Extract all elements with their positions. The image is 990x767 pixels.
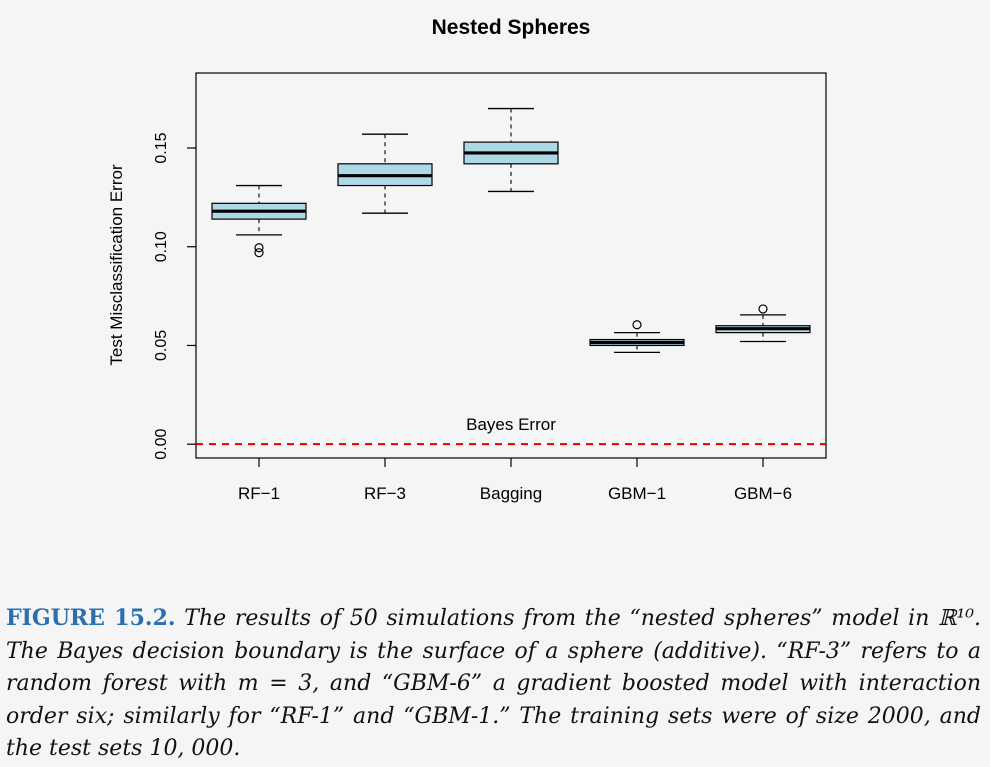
x-tick-label: RF−1 <box>238 484 280 503</box>
outlier-point <box>254 248 264 258</box>
y-tick-label: 0.10 <box>153 231 170 262</box>
y-axis-label: Test Misclassification Error <box>107 164 126 366</box>
figure-caption: FIGURE 15.2. The results of 50 simulatio… <box>6 602 981 766</box>
figure: Nested Spheres Test Misclassification Er… <box>107 16 827 503</box>
plot-frame <box>195 72 827 459</box>
x-tick-label: RF−3 <box>364 484 406 503</box>
figure-label: FIGURE 15.2. <box>6 605 176 631</box>
outlier-point <box>758 304 768 314</box>
box-RF−3 <box>337 133 433 214</box>
box-RF−1 <box>211 184 307 258</box>
box-GBM−1 <box>589 320 685 354</box>
chart-title: Nested Spheres <box>432 16 591 39</box>
box-GBM−6 <box>715 304 811 343</box>
outlier-point <box>254 243 264 253</box>
outlier-point <box>632 320 642 330</box>
y-tick-label: 0.15 <box>153 132 170 163</box>
x-tick-label: GBM−1 <box>608 484 666 503</box>
y-tick-label: 0.05 <box>153 330 170 361</box>
boxplot-chart: Nested Spheres Test Misclassification Er… <box>107 16 827 503</box>
x-tick-label: GBM−6 <box>734 484 792 503</box>
y-tick-label: 0.00 <box>153 429 170 460</box>
x-tick-label: Bagging <box>480 484 542 503</box>
caption-text: The results of 50 simulations from the “… <box>6 606 982 761</box>
bayes-error-label: Bayes Error <box>466 415 556 434</box>
box-Bagging <box>463 107 559 193</box>
